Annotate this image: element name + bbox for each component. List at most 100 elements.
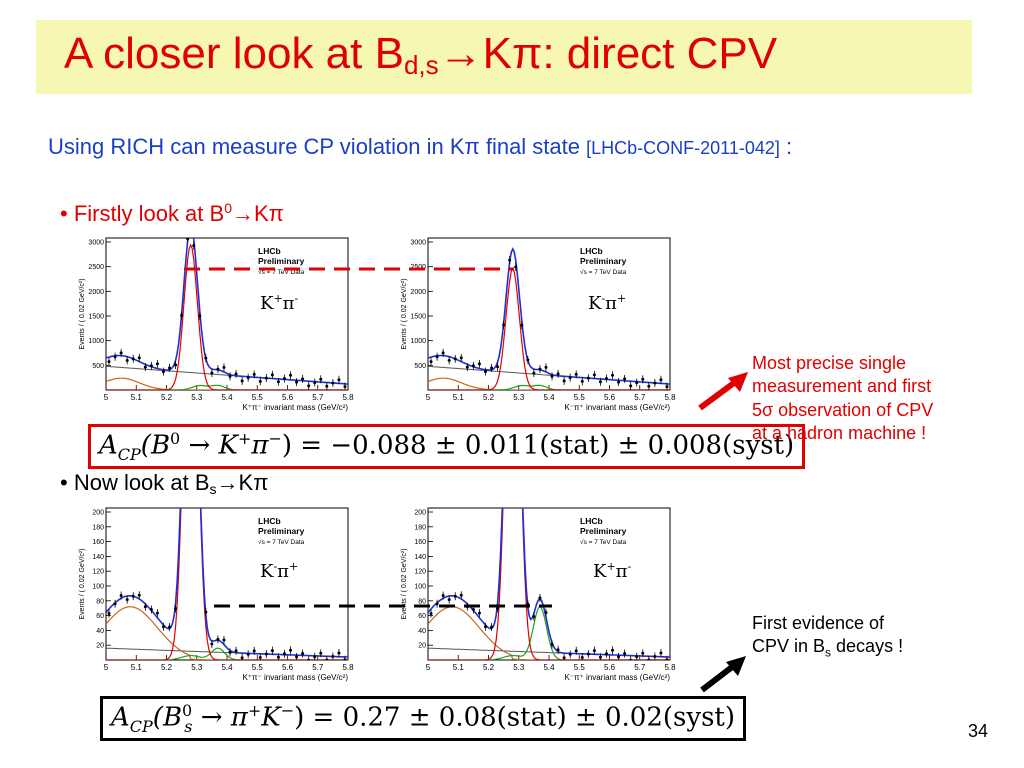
data-point bbox=[556, 372, 560, 376]
plot-ytick: 180 bbox=[92, 524, 104, 531]
data-point bbox=[276, 655, 280, 659]
data-point bbox=[252, 649, 256, 653]
reference: [LHCb-CONF-2011-042] bbox=[586, 138, 780, 158]
energy-label: √s = 7 TeV Data bbox=[580, 538, 627, 546]
lhcb-label: LHCb bbox=[258, 246, 281, 256]
data-point bbox=[307, 384, 311, 388]
data-point bbox=[490, 625, 494, 629]
charge-label-3: K+π- bbox=[593, 560, 632, 582]
data-point bbox=[204, 610, 208, 614]
data-point bbox=[301, 652, 305, 656]
data-point bbox=[568, 652, 572, 656]
data-point bbox=[453, 357, 457, 361]
page-number: 34 bbox=[967, 721, 988, 741]
data-point bbox=[149, 364, 153, 368]
plot-ytick: 80 bbox=[418, 598, 426, 605]
data-point bbox=[331, 654, 335, 658]
data-point bbox=[107, 612, 111, 616]
plot-ytick: 80 bbox=[96, 598, 104, 605]
data-point bbox=[538, 367, 542, 371]
data-point bbox=[258, 656, 262, 660]
plot-ytick: 40 bbox=[96, 628, 104, 635]
data-point bbox=[574, 649, 578, 653]
plot-xtick: 5.7 bbox=[634, 663, 646, 672]
data-point bbox=[168, 625, 172, 629]
data-point bbox=[447, 598, 451, 602]
plot-ytick: 160 bbox=[92, 539, 104, 546]
data-point bbox=[343, 385, 347, 389]
plot-xtick: 5.3 bbox=[513, 393, 525, 402]
charge-label-1: K-π+ bbox=[588, 292, 627, 314]
plot-frame bbox=[105, 507, 349, 661]
plot-xlabel: K⁻π⁺ invariant mass (GeV/c²) bbox=[564, 673, 670, 682]
mass-plot-bs-kpluspiminus: Events / ( 0.02 GeV/c²) 20 40 60 80 100 120 140… bbox=[398, 498, 680, 688]
preliminary-label: Preliminary bbox=[580, 526, 627, 536]
data-point bbox=[131, 594, 135, 598]
data-point bbox=[234, 372, 238, 376]
fit-total bbox=[428, 508, 670, 658]
data-point bbox=[641, 651, 645, 655]
fit-total bbox=[428, 247, 670, 385]
mass-plot-bd-kpluspiminus: Events / ( 0.02 GeV/c²) 500 1000 1500 2000 25… bbox=[76, 228, 358, 418]
data-point bbox=[198, 314, 202, 318]
data-point bbox=[258, 379, 262, 383]
data-point bbox=[544, 365, 548, 369]
fit-secondary bbox=[106, 647, 348, 660]
data-point bbox=[319, 651, 323, 655]
data-point bbox=[222, 638, 226, 642]
title-banner bbox=[36, 20, 972, 94]
data-point bbox=[441, 351, 445, 355]
lhcb-label: LHCb bbox=[580, 246, 603, 256]
data-point bbox=[496, 606, 500, 610]
bullet-bs: • Now look at Bs→Kπ bbox=[60, 470, 269, 497]
bullet-bd: • Firstly look at B0→Kπ bbox=[60, 200, 284, 226]
data-point bbox=[598, 655, 602, 659]
data-point bbox=[629, 384, 633, 388]
data-point bbox=[204, 356, 208, 360]
data-point bbox=[301, 377, 305, 381]
charge-label-0: K+π- bbox=[260, 292, 299, 314]
plot-ylabel: Events / ( 0.02 GeV/c²) bbox=[79, 548, 86, 619]
data-point bbox=[635, 655, 639, 659]
data-point bbox=[149, 608, 153, 612]
data-point bbox=[143, 605, 147, 609]
data-point bbox=[532, 371, 536, 375]
plot-xtick: 5.6 bbox=[282, 393, 294, 402]
plot-ytick: 160 bbox=[414, 539, 426, 546]
plot-ytick: 2000 bbox=[410, 289, 426, 296]
data-point bbox=[313, 655, 317, 659]
data-point bbox=[459, 593, 463, 597]
data-point bbox=[343, 658, 347, 660]
note-most-precise: Most precise single measurement and firs… bbox=[752, 353, 934, 444]
data-point bbox=[623, 652, 627, 656]
data-point bbox=[125, 598, 129, 602]
plot-xtick: 5.4 bbox=[221, 393, 233, 402]
plot-xtick: 5.7 bbox=[312, 393, 324, 402]
fit-partial-reco bbox=[106, 377, 348, 390]
plot-xtick: 5.5 bbox=[574, 393, 586, 402]
data-point bbox=[192, 244, 196, 248]
data-point bbox=[240, 656, 244, 660]
data-point bbox=[216, 637, 220, 641]
data-point bbox=[502, 323, 506, 327]
plot-xtick: 5 bbox=[426, 663, 431, 672]
data-point bbox=[580, 656, 584, 660]
plot-ytick: 500 bbox=[92, 363, 104, 370]
plot-ylabel: Events / ( 0.02 GeV/c²) bbox=[401, 548, 408, 619]
plot-ytick: 60 bbox=[418, 613, 426, 620]
data-point bbox=[447, 358, 451, 362]
data-point bbox=[477, 362, 481, 366]
plot-xtick: 5.2 bbox=[161, 663, 173, 672]
data-point bbox=[119, 351, 123, 355]
data-point bbox=[665, 658, 669, 660]
fit-secondary bbox=[428, 384, 670, 390]
data-point bbox=[483, 625, 487, 629]
data-point bbox=[441, 594, 445, 598]
data-point bbox=[538, 596, 542, 600]
plot-ytick: 3000 bbox=[88, 240, 104, 247]
mass-plot-bs-kminuspiplus: Events / ( 0.02 GeV/c²) 20 40 60 80 100 120 140… bbox=[76, 498, 358, 688]
data-point bbox=[550, 374, 554, 378]
fit-signal bbox=[106, 243, 348, 390]
fit-partial-reco bbox=[428, 377, 670, 390]
preliminary-label: Preliminary bbox=[258, 526, 305, 536]
